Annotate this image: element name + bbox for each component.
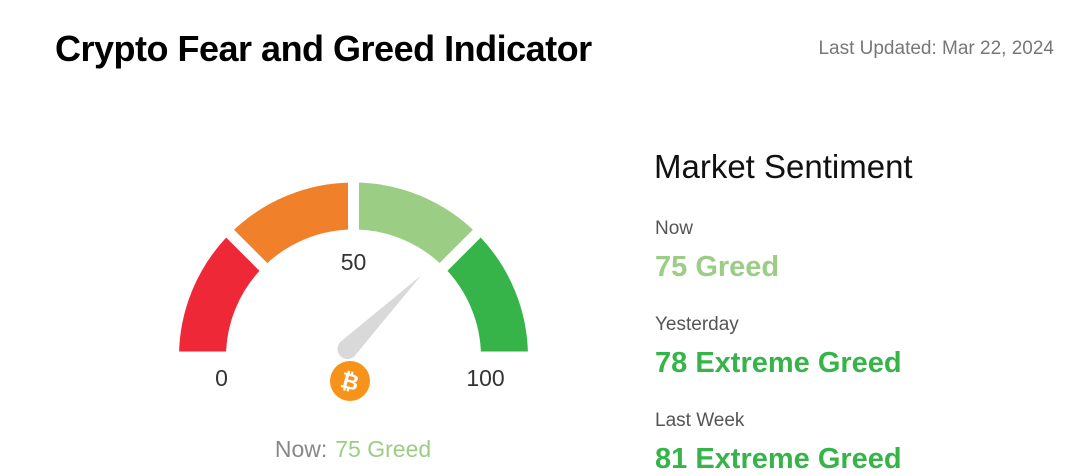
bitcoin-icon — [330, 361, 370, 401]
caption-value: 75 Greed — [335, 436, 431, 462]
gauge-tick-label: 0 — [215, 365, 228, 391]
gauge-segment — [431, 221, 540, 363]
sentiment-label: Yesterday — [655, 314, 739, 335]
section-title: Market Sentiment — [654, 148, 913, 185]
gauge-tick-label: 50 — [341, 249, 367, 275]
gauge-tick-label: 100 — [466, 365, 504, 391]
gauge-caption: Now: 75 Greed — [275, 436, 431, 462]
gauge-needle — [337, 275, 422, 359]
sentiment-label: Now — [655, 218, 694, 239]
caption-label: Now: — [275, 436, 327, 462]
sentiment-value: 75 Greed — [655, 251, 780, 283]
sentiment-value: 78 Extreme Greed — [655, 347, 902, 379]
bitcoin-symbol: ₿ — [338, 367, 361, 396]
sentiment-value: 81 Extreme Greed — [655, 443, 902, 475]
last-updated: Last Updated: Mar 22, 2024 — [818, 38, 1054, 59]
sentiment-label: Last Week — [655, 410, 745, 431]
gauge: 0 50 100 ₿ Now: 75 Greed — [173, 177, 540, 462]
page-title: Crypto Fear and Greed Indicator — [55, 28, 592, 69]
